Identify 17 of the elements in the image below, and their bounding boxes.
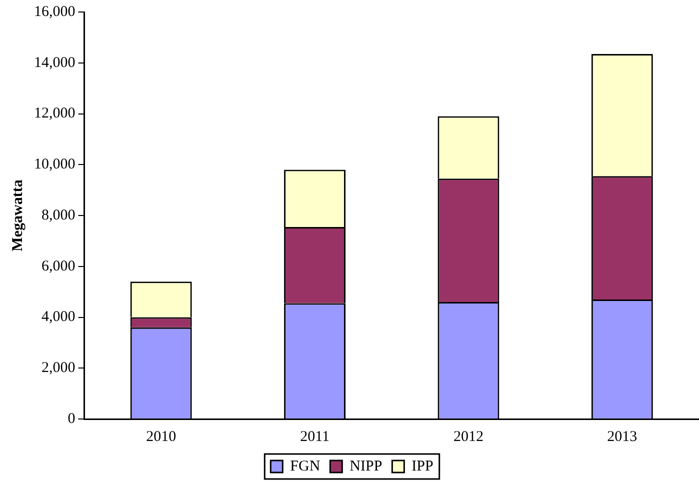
y-tick-label: 2,000 bbox=[42, 360, 76, 376]
y-tick-label: 0 bbox=[68, 410, 76, 427]
y-axis-title: Megawatta bbox=[10, 179, 26, 252]
legend-label: NIPP bbox=[350, 458, 382, 474]
y-tick-label: 12,000 bbox=[34, 106, 76, 122]
x-tick-label: 2011 bbox=[300, 428, 330, 445]
y-tick-label: 4,000 bbox=[42, 309, 76, 326]
legend-label: FGN bbox=[290, 458, 320, 474]
y-tick-label: 8,000 bbox=[42, 207, 76, 224]
y-tick-label: 10,000 bbox=[34, 156, 76, 173]
y-tick-label: 6,000 bbox=[42, 258, 76, 274]
legend-label: IPP bbox=[412, 458, 434, 474]
x-tick-label: 2013 bbox=[607, 428, 638, 445]
x-tick-label: 2010 bbox=[146, 428, 176, 445]
y-tick-label: 16,000 bbox=[34, 4, 76, 20]
x-tick-label: 2012 bbox=[453, 428, 484, 445]
y-tick-label: 14,000 bbox=[34, 54, 76, 71]
